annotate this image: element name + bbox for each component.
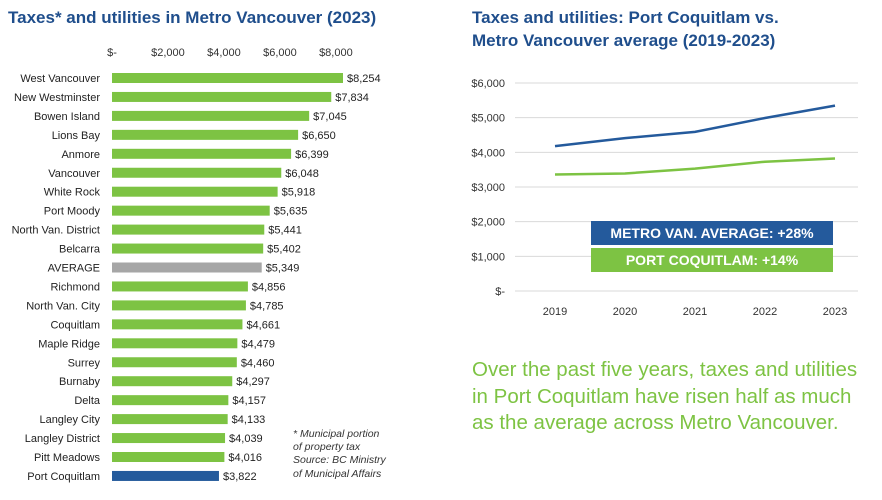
x-tick-label: 2021 xyxy=(683,306,707,318)
category-label: Maple Ridge xyxy=(38,338,100,350)
port-coquitlam-line xyxy=(554,157,836,176)
category-label: Bowen Island xyxy=(34,111,100,123)
category-label: Anmore xyxy=(61,149,100,161)
category-label: North Van. District xyxy=(12,225,100,237)
x-tick-label: 2020 xyxy=(613,306,637,318)
y-tick-label: $2,000 xyxy=(471,217,505,229)
bar xyxy=(112,357,237,368)
value-label: $5,918 xyxy=(282,187,316,199)
y-tick-label: $3,000 xyxy=(471,182,505,194)
value-label: $6,650 xyxy=(302,130,336,142)
value-label: $4,479 xyxy=(241,338,275,350)
metro-average-badge: METRO VAN. AVERAGE: +28% xyxy=(591,221,833,245)
bar xyxy=(112,148,292,159)
bar xyxy=(112,73,343,83)
line-chart: $- $1,000 $2,000 $3,000 $4,000 $5,000 $6,000 20… xyxy=(471,78,858,318)
value-label: $3,822 xyxy=(223,471,257,483)
value-label: $7,834 xyxy=(335,92,369,104)
bar xyxy=(112,129,299,140)
bar xyxy=(112,395,229,406)
line-chart-title: Taxes and utilities: Port Coquitlam vs. … xyxy=(472,6,872,52)
footnote: * Municipal portion of property tax Sour… xyxy=(293,428,413,481)
x-tick-label: $2,000 xyxy=(151,47,185,59)
category-label: Burnaby xyxy=(59,376,100,388)
bar xyxy=(112,300,246,311)
category-label: Langley District xyxy=(25,433,100,445)
bar xyxy=(112,433,226,444)
category-label: Port Moody xyxy=(44,206,101,218)
bar xyxy=(112,414,228,425)
bar xyxy=(112,470,219,481)
value-label: $5,402 xyxy=(267,244,301,256)
value-label: $4,157 xyxy=(232,395,266,407)
x-tick-label: $6,000 xyxy=(263,47,297,59)
category-label: White Rock xyxy=(44,187,101,199)
category-label: Coquitlam xyxy=(50,319,100,331)
category-label: Richmond xyxy=(50,281,100,293)
category-label: AVERAGE xyxy=(48,263,100,275)
port-coquitlam-badge: PORT COQUITLAM: +14% xyxy=(591,248,833,272)
bar xyxy=(112,338,238,349)
bar xyxy=(112,167,282,178)
bar xyxy=(112,91,332,102)
metro-average-line xyxy=(554,104,836,148)
category-label: North Van. City xyxy=(26,300,100,312)
y-tick-label: $6,000 xyxy=(471,78,505,90)
y-tick-label: $- xyxy=(495,286,505,298)
bar-chart: $- $2,000 $4,000 $6,000 $8,000 West Vancouver… xyxy=(12,47,381,483)
category-label: Lions Bay xyxy=(52,130,101,142)
value-label: $4,661 xyxy=(246,319,280,331)
bar xyxy=(112,319,243,330)
value-label: $4,785 xyxy=(250,300,284,312)
line-chart-title-line1: Taxes and utilities: Port Coquitlam vs. xyxy=(472,8,779,27)
category-label: Delta xyxy=(74,395,101,407)
value-label: $4,039 xyxy=(229,433,263,445)
x-tick-label: 2022 xyxy=(753,306,777,318)
category-label: Surrey xyxy=(68,357,101,369)
x-tick-label: $4,000 xyxy=(207,47,241,59)
y-tick-label: $1,000 xyxy=(471,251,505,263)
category-label: Belcarra xyxy=(59,244,101,256)
value-label: $4,297 xyxy=(236,376,270,388)
value-label: $4,133 xyxy=(232,414,266,426)
y-tick-label: $5,000 xyxy=(471,113,505,125)
footnote-line4: of Municipal Affairs xyxy=(293,467,382,480)
bar xyxy=(112,262,262,273)
bar xyxy=(112,281,248,292)
y-tick-label: $4,000 xyxy=(471,147,505,159)
x-tick-label: $8,000 xyxy=(319,47,353,59)
bar xyxy=(112,110,310,121)
category-label: Langley City xyxy=(39,414,100,426)
value-label: $4,016 xyxy=(228,452,262,464)
value-label: $5,441 xyxy=(268,225,302,237)
value-label: $8,254 xyxy=(347,73,381,85)
category-label: Port Coquitlam xyxy=(27,471,100,483)
category-label: Vancouver xyxy=(48,168,100,180)
bar xyxy=(112,205,270,216)
bar xyxy=(112,186,278,197)
category-label: New Westminster xyxy=(14,92,100,104)
category-label: Pitt Meadows xyxy=(34,452,101,464)
value-label: $6,399 xyxy=(295,149,329,161)
summary-text: Over the past five years, taxes and util… xyxy=(472,358,858,434)
value-label: $7,045 xyxy=(313,111,347,123)
bar xyxy=(112,243,264,254)
bar xyxy=(112,452,225,462)
footnote-line2: of property tax xyxy=(293,441,361,454)
value-label: $4,460 xyxy=(241,357,275,369)
value-label: $5,349 xyxy=(266,263,300,275)
bar-chart-title: Taxes* and utilities in Metro Vancouver … xyxy=(8,8,377,27)
footnote-line3: Source: BC Ministry xyxy=(293,454,386,467)
x-tick-label: 2023 xyxy=(823,306,847,318)
category-label: West Vancouver xyxy=(20,73,100,85)
x-tick-label: 2019 xyxy=(543,306,567,318)
value-label: $6,048 xyxy=(285,168,319,180)
value-label: $5,635 xyxy=(274,206,308,218)
value-label: $4,856 xyxy=(252,281,286,293)
bar xyxy=(112,224,265,235)
bar xyxy=(112,376,233,387)
line-chart-title-line2: Metro Vancouver average (2019-2023) xyxy=(472,31,776,50)
x-tick-label: $- xyxy=(107,47,117,59)
footnote-line1: * Municipal portion xyxy=(293,428,380,440)
